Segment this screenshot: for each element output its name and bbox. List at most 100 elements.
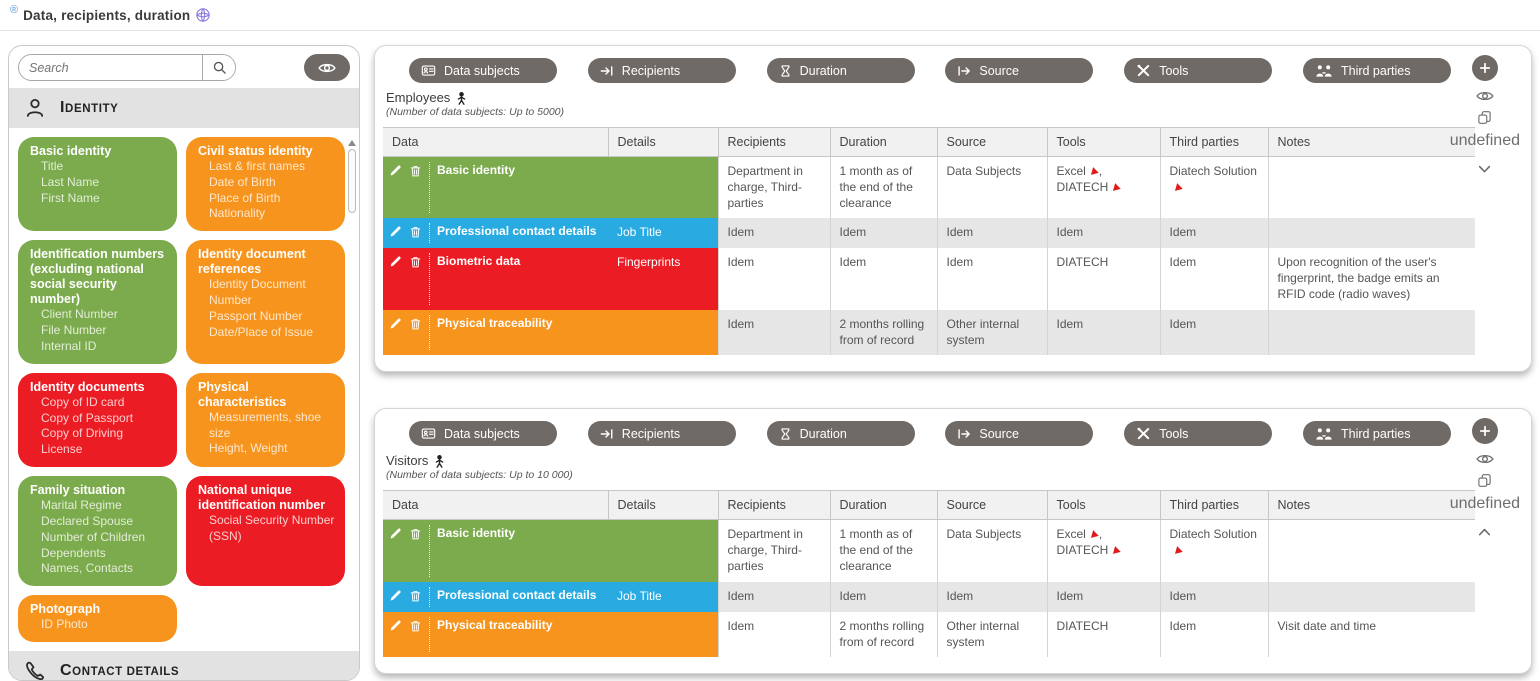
toolbar-button-recipients[interactable]: Recipients — [587, 421, 736, 447]
edit-row-icon[interactable] — [389, 619, 402, 632]
cell-recipients: Idem — [717, 581, 830, 612]
card-item: ID Photo — [41, 617, 88, 632]
toolbar-button-data-subjects[interactable]: Data subjects — [409, 421, 557, 447]
edit-row-icon[interactable] — [389, 164, 402, 177]
card-title: Identity documents — [30, 379, 145, 394]
row-data-label: Basic identity — [437, 163, 516, 177]
duplicate-icon[interactable] — [1477, 110, 1492, 125]
delete-row-icon[interactable] — [409, 619, 422, 633]
cell-data: Physical traceability — [383, 309, 608, 356]
table-subtitle: (Number of data subjects: Up to 10 000) — [386, 469, 573, 482]
cell-duration: 2 months rolling from of record — [829, 309, 937, 356]
add-icon[interactable] — [1471, 418, 1498, 445]
card-item: Social Security Number (SSN) — [209, 513, 335, 543]
toolbar-button-source[interactable]: Source — [945, 58, 1094, 83]
cell-recipients: Idem — [717, 248, 830, 310]
column-header-notes: Notes — [1267, 127, 1475, 157]
scroll-up-icon[interactable] — [348, 140, 356, 146]
add-icon[interactable] — [1471, 55, 1498, 81]
card-title: Basic identity — [30, 144, 112, 158]
edit-row-icon[interactable] — [389, 225, 402, 238]
id-card-icon — [421, 426, 436, 441]
delete-row-icon[interactable] — [409, 317, 422, 331]
delete-row-icon[interactable] — [409, 164, 422, 178]
duplicate-icon[interactable] — [1477, 473, 1492, 488]
toolbar-button-label: Source — [979, 63, 1019, 78]
cell-source: Idem — [936, 581, 1047, 612]
row-data-label: Biometric data — [437, 254, 521, 269]
delete-row-icon[interactable] — [409, 225, 422, 239]
row-data-label: Professional contact details — [437, 224, 597, 239]
toolbar-button-label: Duration — [799, 63, 847, 78]
panel-visitors: Data subjects Recipients Duration Source… — [374, 408, 1532, 675]
column-header-duration: Duration — [829, 490, 937, 521]
column-header-duration: Duration — [829, 127, 937, 157]
toolbar-button-third-parties[interactable]: Third parties — [1302, 421, 1451, 447]
toolbar-button-label: Data subjects — [444, 63, 520, 78]
toolbar-button-source[interactable]: Source — [945, 421, 1094, 447]
arrow-into-icon — [600, 427, 614, 441]
toolbar: Data subjects Recipients Duration Source… — [383, 56, 1475, 83]
cell-data: Professional contact details — [383, 581, 608, 612]
cell-third-parties: Idem — [1159, 248, 1268, 310]
delete-icon[interactable]: undefined — [1449, 132, 1520, 149]
cell-notes: Upon recognition of the user's fingerpri… — [1267, 248, 1475, 310]
card-title: Identity document references — [198, 247, 306, 277]
delete-row-icon[interactable] — [409, 589, 422, 603]
cell-source: Data Subjects — [936, 156, 1047, 219]
divider — [429, 586, 430, 607]
search-box — [18, 54, 236, 81]
toggle-visibility-button[interactable] — [304, 54, 350, 81]
data-category-card-identification-numbers-excluding-national-social-security-number-[interactable]: Identification numbers (excluding nation… — [18, 240, 177, 364]
hourglass-icon — [779, 64, 792, 78]
toolbar-button-data-subjects[interactable]: Data subjects — [409, 58, 557, 83]
data-category-card-civil-status-identity[interactable]: Civil status identity Last & first names… — [186, 137, 345, 232]
toolbar-button-label: Data subjects — [444, 426, 520, 441]
cell-tools: Excel, DIATECH — [1046, 156, 1160, 219]
delete-row-icon[interactable] — [409, 527, 422, 541]
divider — [429, 525, 430, 577]
chevron-up-icon[interactable] — [1477, 526, 1492, 538]
delete-icon[interactable]: undefined — [1449, 495, 1520, 513]
person-icon — [24, 97, 46, 119]
warning-icon — [1172, 181, 1183, 191]
toolbar-button-duration[interactable]: Duration — [766, 58, 915, 83]
card-title: Identification numbers (excluding nation… — [30, 247, 165, 307]
divider — [429, 314, 430, 351]
tools-icon — [1136, 426, 1151, 441]
toolbar-button-tools[interactable]: Tools — [1124, 421, 1273, 447]
view-icon[interactable] — [1476, 452, 1494, 466]
toolbar-button-recipients[interactable]: Recipients — [587, 58, 736, 83]
hourglass-icon — [779, 427, 792, 441]
table-row: Physical traceability Idem 2 months roll… — [383, 309, 1475, 356]
edit-row-icon[interactable] — [389, 589, 402, 602]
data-category-card-physical-characteristics[interactable]: Physical characteristics Measurements, s… — [186, 372, 345, 468]
data-category-card-national-unique-identification-number[interactable]: National unique identification number So… — [186, 476, 345, 587]
toolbar-button-third-parties[interactable]: Third parties — [1302, 58, 1451, 83]
warning-icon — [1089, 166, 1099, 175]
toolbar-button-duration[interactable]: Duration — [766, 421, 915, 447]
card-item: Copy of Driving License — [41, 426, 124, 457]
data-category-card-family-situation[interactable]: Family situation Marital Regime Declared … — [18, 476, 177, 587]
toolbar-button-tools[interactable]: Tools — [1124, 58, 1273, 83]
search-icon[interactable] — [202, 55, 235, 80]
data-category-card-photograph[interactable]: Photograph ID Photo — [18, 595, 177, 643]
cell-details — [608, 309, 718, 356]
sphere-icon — [195, 7, 211, 23]
view-icon[interactable] — [1476, 89, 1494, 103]
delete-row-icon[interactable] — [409, 255, 422, 269]
divider — [429, 253, 430, 305]
sidebar-scrollbar[interactable] — [346, 136, 358, 676]
search-input[interactable] — [19, 60, 202, 75]
chevron-down-icon[interactable] — [1477, 163, 1492, 175]
scrollbar-thumb[interactable] — [348, 149, 356, 213]
edit-row-icon[interactable] — [389, 527, 402, 540]
edit-row-icon[interactable] — [389, 255, 402, 268]
cell-third-parties: Idem — [1159, 581, 1268, 612]
cell-tools: DIATECH — [1046, 611, 1160, 658]
data-category-card-identity-documents[interactable]: Identity documents Copy of ID card Copy o… — [18, 372, 177, 468]
data-category-card-basic-identity[interactable]: Basic identity Title Last Name First Name — [18, 137, 177, 232]
card-item: Place of Birth — [209, 190, 281, 205]
edit-row-icon[interactable] — [389, 317, 402, 330]
data-category-card-identity-document-references[interactable]: Identity document references Identity Do… — [186, 240, 345, 364]
